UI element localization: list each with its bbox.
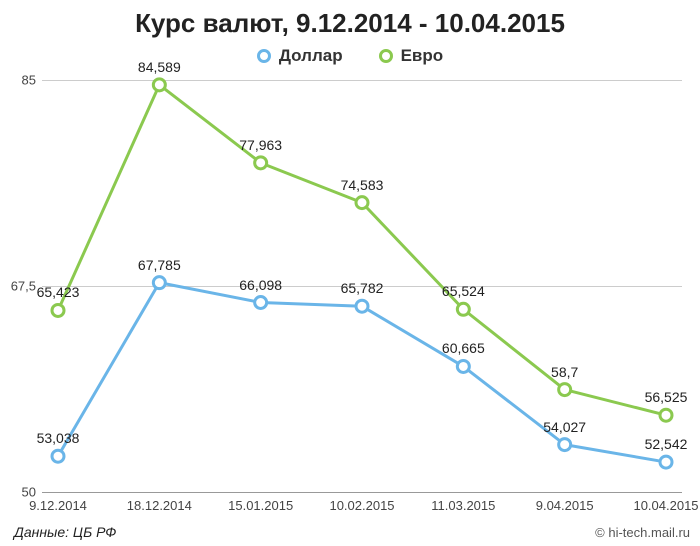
- data-marker: [559, 384, 571, 396]
- data-label: 53,038: [37, 430, 80, 446]
- data-marker: [153, 79, 165, 91]
- source-text: Данные: ЦБ РФ: [14, 524, 116, 540]
- y-axis-tick: 67,5: [11, 279, 36, 294]
- data-label: 74,583: [341, 177, 384, 193]
- data-marker: [457, 303, 469, 315]
- y-axis-tick: 85: [22, 73, 36, 88]
- data-marker: [660, 456, 672, 468]
- data-label: 54,027: [543, 419, 586, 435]
- x-axis-tick: 10.02.2015: [329, 498, 394, 513]
- data-marker: [356, 300, 368, 312]
- data-marker: [255, 297, 267, 309]
- data-label: 66,098: [239, 277, 282, 293]
- x-axis-tick: 11.03.2015: [431, 498, 495, 513]
- data-marker: [559, 439, 571, 451]
- data-label: 65,423: [37, 284, 80, 300]
- chart-title: Курс валют, 9.12.2014 - 10.04.2015: [0, 8, 700, 39]
- x-axis-tick: 9.04.2015: [536, 498, 594, 513]
- data-label: 60,665: [442, 340, 485, 356]
- data-label: 65,524: [442, 283, 485, 299]
- data-marker: [660, 409, 672, 421]
- x-axis-tick: 18.12.2014: [127, 498, 192, 513]
- x-axis-tick: 9.12.2014: [29, 498, 87, 513]
- data-marker: [52, 304, 64, 316]
- x-axis-tick: 10.04.2015: [633, 498, 698, 513]
- data-marker: [255, 157, 267, 169]
- legend-item: Доллар: [257, 46, 343, 66]
- legend-label: Доллар: [279, 46, 343, 66]
- data-marker: [356, 197, 368, 209]
- legend-marker-icon: [257, 49, 271, 63]
- data-marker: [52, 450, 64, 462]
- data-label: 84,589: [138, 59, 181, 75]
- currency-chart: Курс валют, 9.12.2014 - 10.04.2015 Долла…: [0, 0, 700, 546]
- data-label: 77,963: [239, 137, 282, 153]
- plot-area: 5067,5859.12.201418.12.201415.01.201510.…: [42, 80, 682, 492]
- x-axis-tick: 15.01.2015: [228, 498, 293, 513]
- chart-legend: Доллар Евро: [0, 46, 700, 68]
- data-label: 58,7: [551, 364, 578, 380]
- copyright-text: © hi-tech.mail.ru: [595, 525, 690, 540]
- legend-marker-icon: [379, 49, 393, 63]
- grid-line: [42, 492, 682, 493]
- data-label: 65,782: [341, 280, 384, 296]
- data-label: 56,525: [645, 389, 688, 405]
- data-marker: [457, 360, 469, 372]
- data-label: 67,785: [138, 257, 181, 273]
- data-marker: [153, 277, 165, 289]
- data-label: 52,542: [645, 436, 688, 452]
- legend-label: Евро: [401, 46, 444, 66]
- legend-item: Евро: [379, 46, 444, 66]
